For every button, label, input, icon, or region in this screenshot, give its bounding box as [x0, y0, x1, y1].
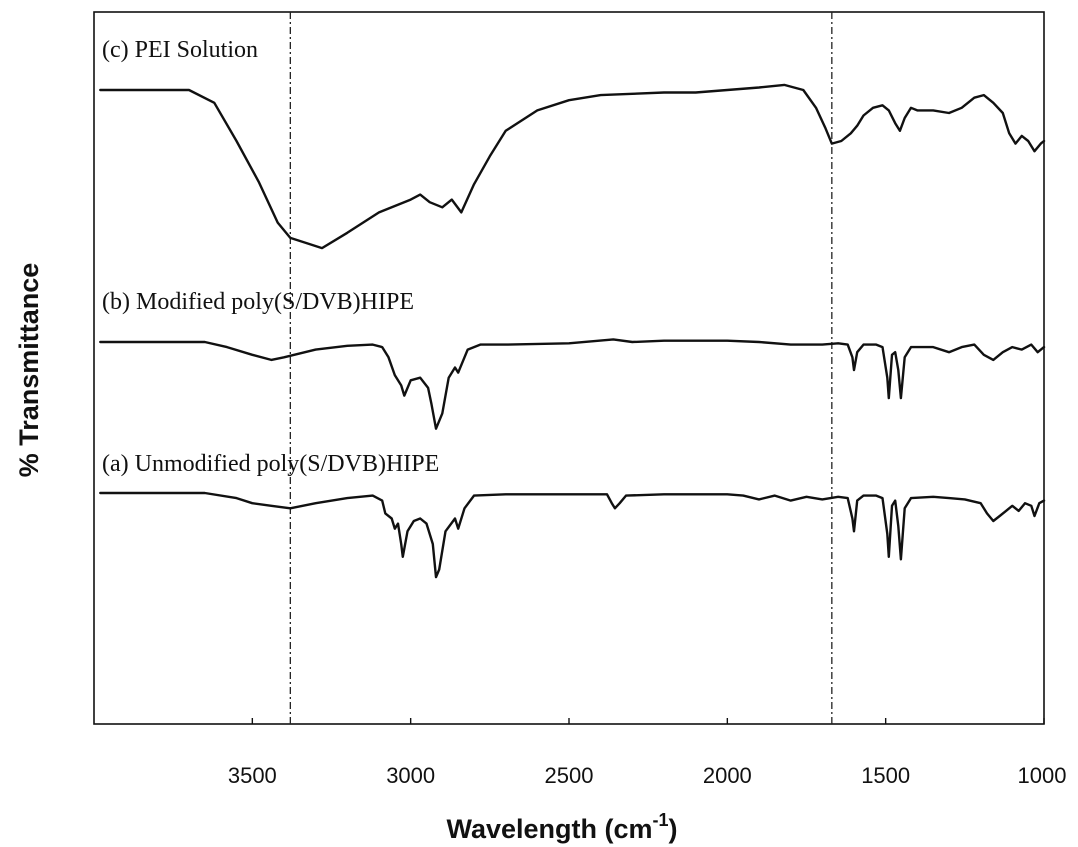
spectrum-trace: [99, 491, 1046, 579]
series-label: (b) Modified poly(S/DVB)HIPE: [102, 289, 414, 315]
x-tick-label: 2500: [545, 763, 594, 788]
spectrum-trace: [99, 83, 1046, 250]
plot-frame: [93, 11, 1045, 725]
series-label: (c) PEI Solution: [102, 37, 258, 63]
x-tick-label: 1000: [1018, 763, 1067, 788]
x-tick-label: 2000: [703, 763, 752, 788]
x-axis-title: Wavelength (cm-1): [446, 810, 677, 844]
x-axis-ticks: 3500 3000 2500 2000 1500 1000: [228, 718, 1067, 788]
series-labels: (c) PEI Solution (b) Modified poly(S/DVB)…: [102, 37, 439, 477]
series-label: (a) Unmodified poly(S/DVB)HIPE: [102, 451, 439, 477]
reference-lines: [289, 12, 833, 724]
x-tick-label: 1500: [861, 763, 910, 788]
y-axis-title: % Transmittance: [14, 263, 44, 478]
spectra-traces: [99, 83, 1046, 579]
x-tick-label: 3500: [228, 763, 277, 788]
x-tick-label: 3000: [386, 763, 435, 788]
spectrum-trace: [99, 338, 1046, 430]
